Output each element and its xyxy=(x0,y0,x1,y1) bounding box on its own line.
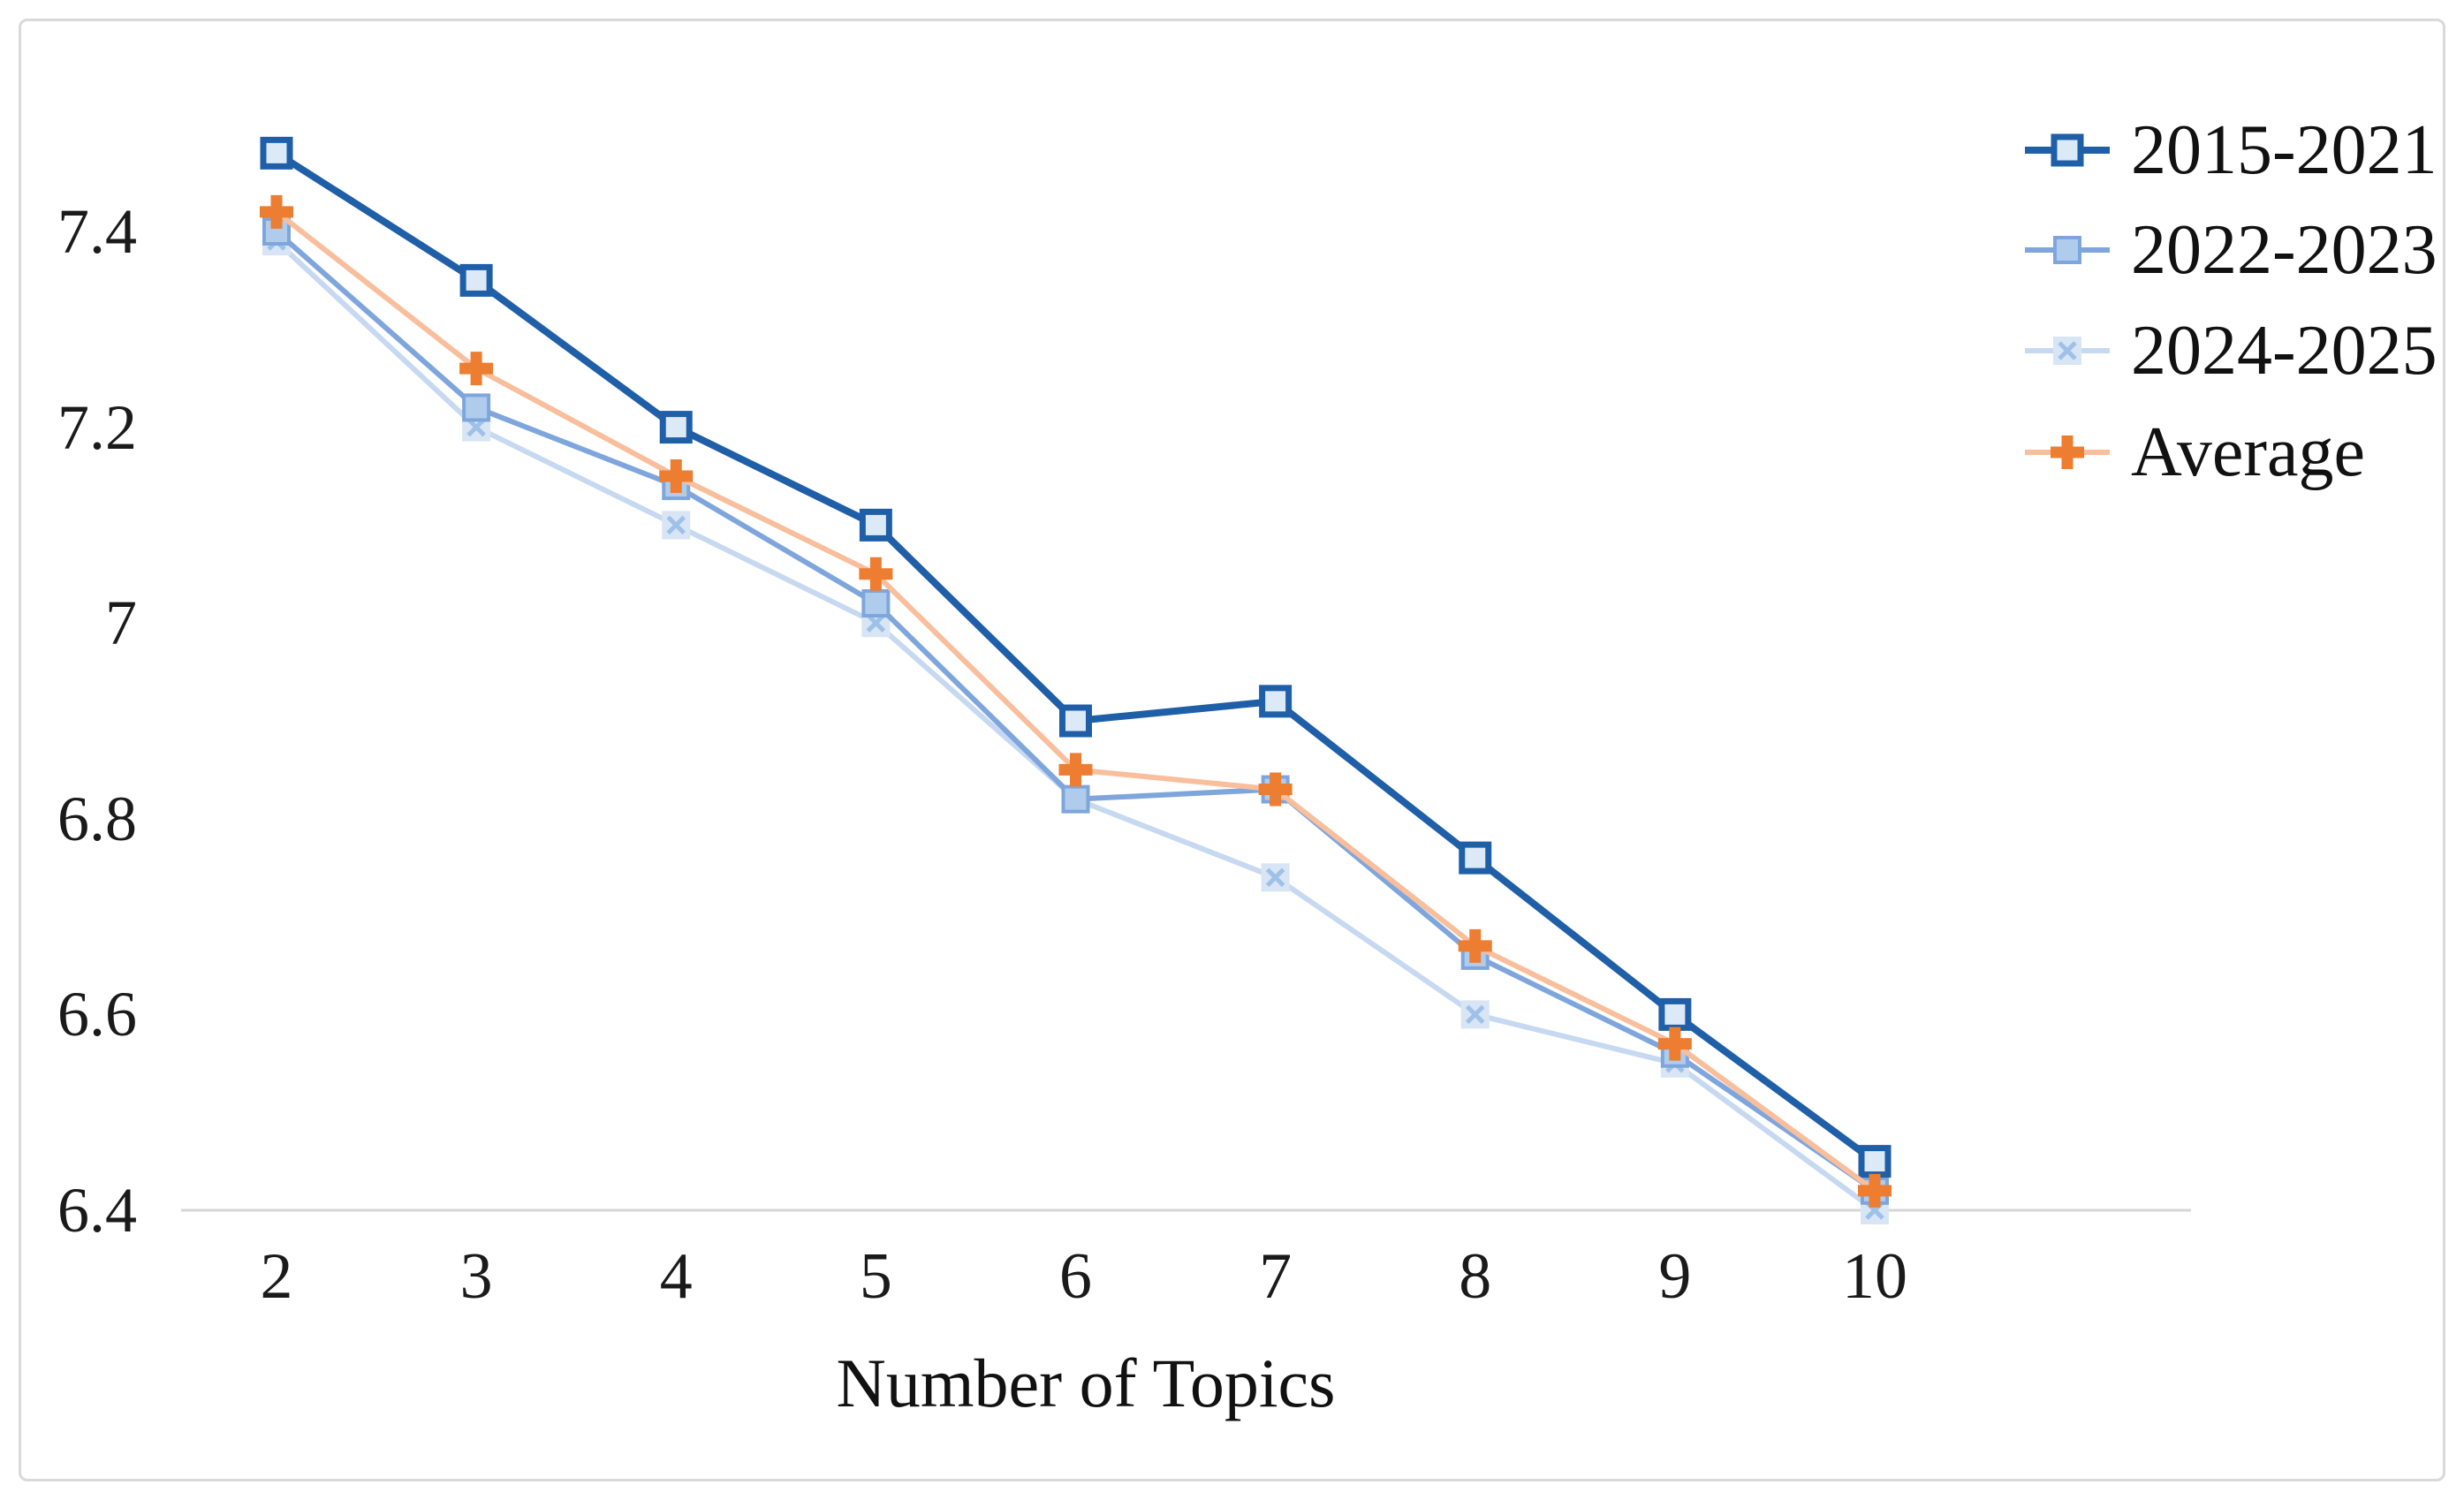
legend-item-average: Average xyxy=(2023,408,2365,496)
series-markers-2015-2021 xyxy=(260,136,1892,1178)
marker-plus xyxy=(459,352,494,386)
marker-plus xyxy=(1657,1027,1692,1061)
series-markers-Average xyxy=(260,194,1892,1208)
legend-label: 2022-2023 xyxy=(2131,210,2437,289)
legend-marker-open-square-icon xyxy=(2025,133,2110,167)
y-tick-label: 7 xyxy=(105,587,137,659)
y-tick-label: 7.4 xyxy=(57,196,137,267)
marker-plus xyxy=(1858,1173,1892,1208)
legend-label: 2024-2025 xyxy=(2131,311,2437,390)
legend-item-2024-2025: 2024-2025 xyxy=(2023,307,2437,395)
marker-open-square xyxy=(1858,1145,1892,1178)
series-line-2015-2021 xyxy=(274,149,1877,1164)
legend-marker-plus-icon xyxy=(2025,436,2110,469)
x-tick-label: 10 xyxy=(1842,1240,1907,1313)
x-tick-label: 4 xyxy=(659,1240,693,1313)
marker-open-square xyxy=(1658,997,1692,1031)
marker-open-square xyxy=(1059,704,1092,738)
x-tick-label: 2 xyxy=(260,1240,293,1313)
x-axis-title: Number of Topics xyxy=(836,1345,1336,1421)
y-tick-label: 6.4 xyxy=(57,1175,137,1246)
marker-x xyxy=(466,417,486,437)
x-tick-label: 6 xyxy=(1059,1240,1092,1313)
y-tick-label: 6.8 xyxy=(57,783,137,854)
marker-x xyxy=(1265,867,1285,888)
figure-panel-border xyxy=(19,19,2445,1481)
x-tick-label: 9 xyxy=(1658,1240,1692,1313)
x-tick-label: 3 xyxy=(459,1240,493,1313)
marker-plus xyxy=(659,459,694,493)
marker-x xyxy=(2058,341,2077,360)
x-tick-label: 5 xyxy=(859,1240,892,1313)
marker-open-square xyxy=(260,136,293,170)
x-tick-label: 8 xyxy=(1459,1240,1492,1313)
legend-item-2015-2021: 2015-2021 xyxy=(2023,106,2437,194)
marker-plus xyxy=(1258,772,1293,807)
x-tick-label: 7 xyxy=(1259,1240,1293,1313)
marker-open-square xyxy=(1459,841,1492,875)
marker-open-square xyxy=(2051,133,2084,167)
marker-x xyxy=(1465,1004,1485,1025)
legend-label: 2015-2021 xyxy=(2131,110,2437,189)
marker-plus xyxy=(1058,753,1093,787)
legend-item-2022-2023: 2022-2023 xyxy=(2023,206,2437,294)
marker-plus xyxy=(859,557,893,591)
marker-x xyxy=(666,515,686,535)
marker-square xyxy=(2053,236,2081,264)
y-tick-label: 6.6 xyxy=(57,979,137,1050)
marker-x xyxy=(866,613,886,633)
marker-square xyxy=(861,589,891,618)
legend-label: Average xyxy=(2131,413,2365,491)
marker-open-square xyxy=(859,508,892,542)
legend-marker-x-icon xyxy=(2025,337,2110,365)
marker-open-square xyxy=(659,411,693,444)
marker-plus xyxy=(1458,928,1492,963)
marker-open-square xyxy=(459,263,493,297)
marker-plus xyxy=(260,194,293,229)
marker-open-square xyxy=(1259,685,1293,718)
series-line-Average xyxy=(275,209,1876,1193)
marker-square xyxy=(1061,784,1090,814)
marker-square xyxy=(462,393,491,422)
legend-marker-square-icon xyxy=(2025,236,2110,264)
marker-plus xyxy=(2051,436,2084,469)
y-tick-label: 7.2 xyxy=(57,391,137,463)
